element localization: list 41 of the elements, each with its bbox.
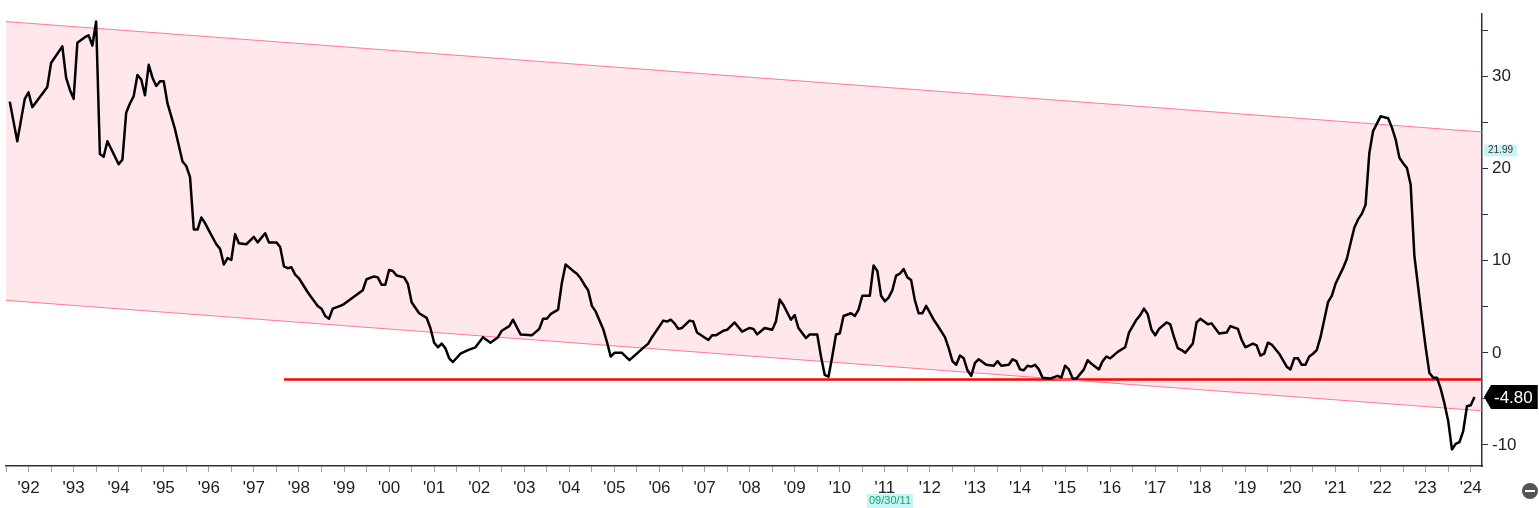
x-tick-label: '97 [242, 477, 265, 497]
x-tick-label: '17 [1144, 477, 1167, 497]
x-tick-label: '92 [17, 477, 40, 497]
x-tick-label: '94 [107, 477, 130, 497]
y-tick-label: 20 [1492, 158, 1511, 178]
x-tick-label: '22 [1369, 477, 1392, 497]
x-tick-label: '10 [828, 477, 851, 497]
y-tick-label: 10 [1492, 250, 1511, 270]
x-tick-label: '02 [468, 477, 491, 497]
y-tick-label: -10 [1492, 434, 1517, 454]
y-tick-label: 30 [1492, 66, 1511, 86]
x-tick-label: '06 [648, 477, 671, 497]
x-tick-label: '19 [1234, 477, 1257, 497]
x-tick-label: '01 [423, 477, 446, 497]
x-tick-label: '18 [1189, 477, 1212, 497]
x-tick-label: '07 [693, 477, 716, 497]
x-tick-label: '15 [1054, 477, 1077, 497]
annotation: -4.80 [1494, 387, 1533, 407]
annotation: 21.99 [1488, 144, 1514, 156]
x-tick-label: '20 [1279, 477, 1302, 497]
x-tick-label: '04 [558, 477, 581, 497]
x-tick-label: '13 [963, 477, 987, 497]
x-tick-label: '00 [378, 477, 401, 497]
x-tick-label: '21 [1324, 477, 1347, 497]
x-tick-label: '98 [287, 477, 311, 497]
x-tick-label: '12 [918, 477, 941, 497]
x-tick-label: '99 [332, 477, 356, 497]
x-tick-label: '11 [874, 477, 896, 497]
x-tick-label: '14 [1008, 477, 1032, 497]
x-tick-label: '03 [513, 477, 536, 497]
x-tick-label: '08 [738, 477, 761, 497]
x-tick-label: '24 [1459, 477, 1482, 497]
x-tick-label: '23 [1414, 477, 1437, 497]
text: 09/30/11 [868, 494, 912, 507]
x-tick-label: '95 [152, 477, 175, 497]
x-tick-label: '16 [1099, 477, 1122, 497]
x-tick-label: '96 [197, 477, 220, 497]
x-tick-label: '05 [603, 477, 626, 497]
x-tick-label: '09 [783, 477, 806, 497]
x-tick-label: '93 [62, 477, 85, 497]
y-tick-label: 0 [1492, 342, 1502, 362]
